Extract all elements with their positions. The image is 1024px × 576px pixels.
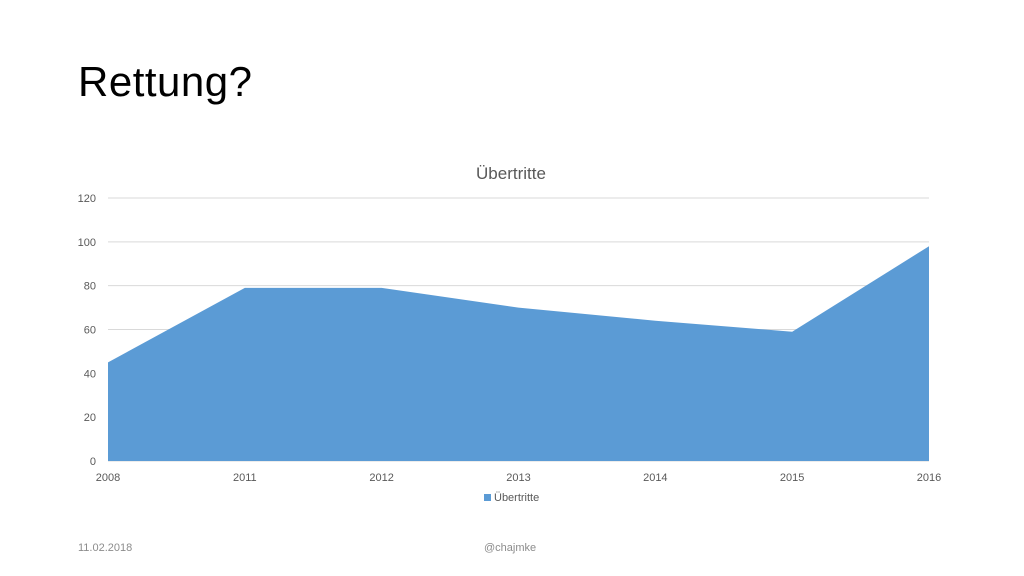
- area-chart: Übertritte 0 20 40 60 80 100 120 2008 2011 2012 2…: [0, 150, 1024, 520]
- legend-swatch: [484, 494, 491, 501]
- slide-title: Rettung?: [78, 58, 253, 105]
- y-tick-label: 20: [84, 412, 96, 424]
- y-tick-label: 60: [84, 325, 96, 337]
- area-series-0: [108, 246, 929, 461]
- x-tick-label: 2014: [643, 472, 667, 484]
- x-tick-label: 2012: [369, 472, 393, 484]
- x-tick-label: 2015: [780, 472, 804, 484]
- y-tick-label: 120: [78, 193, 96, 205]
- y-tick-label: 100: [78, 237, 96, 249]
- legend: Übertritte: [484, 492, 539, 504]
- footer-handle: @chajmke: [484, 542, 537, 554]
- footer-date: 11.02.2018: [78, 542, 133, 554]
- x-tick-label: 2008: [96, 472, 120, 484]
- legend-label: Übertritte: [494, 492, 539, 504]
- y-tick-label: 0: [90, 456, 96, 468]
- x-tick-label: 2016: [917, 472, 941, 484]
- y-tick-label: 40: [84, 368, 96, 380]
- y-axis-ticks: 0 20 40 60 80 100 120: [78, 193, 96, 468]
- x-tick-label: 2013: [506, 472, 530, 484]
- y-tick-label: 80: [84, 281, 96, 293]
- chart-title: Übertritte: [476, 164, 546, 183]
- x-tick-label: 2011: [233, 472, 257, 484]
- area-series: [108, 246, 929, 461]
- x-axis-ticks: 2008 2011 2012 2013 2014 2015 2016: [96, 472, 941, 484]
